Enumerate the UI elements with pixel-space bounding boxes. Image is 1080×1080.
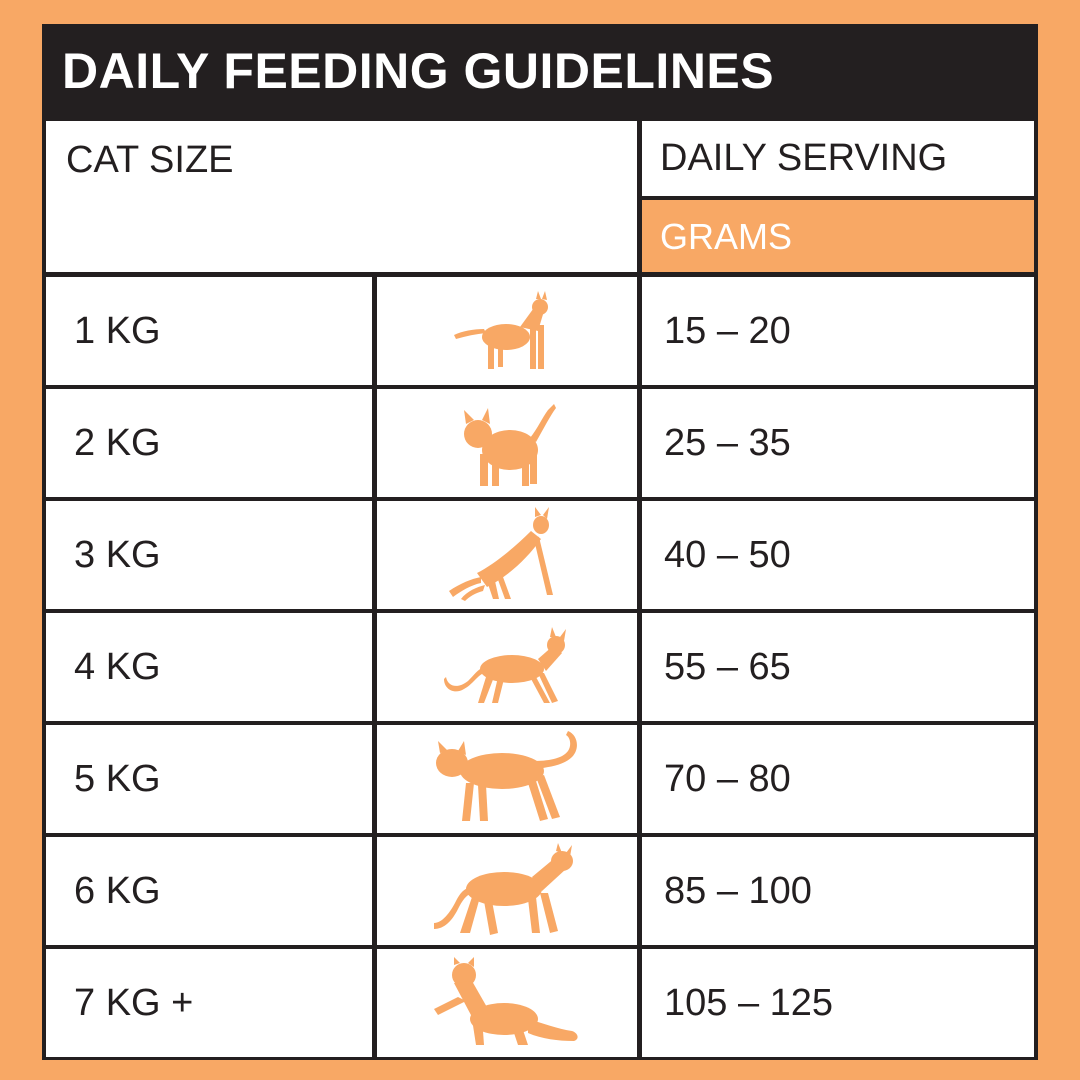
table-title: DAILY FEEDING GUIDELINES [62, 43, 775, 99]
cat-icon-cell [377, 725, 637, 833]
serving-grams-cell: 85 – 100 [642, 837, 1034, 945]
cat-size-cell: 2 KG [46, 389, 372, 497]
cat-icon-cell [377, 949, 637, 1057]
header-unit-grams: GRAMS [642, 200, 1034, 272]
serving-grams-cell: 70 – 80 [642, 725, 1034, 833]
cat-icon-cell [377, 613, 637, 721]
cat-size-cell: 1 KG [46, 277, 372, 385]
cat-size-cell: 7 KG + [46, 949, 372, 1057]
cat-size-cell: 6 KG [46, 837, 372, 945]
cat-standing-tail-up-icon [464, 404, 556, 486]
table-row: 2 KG 25 – 35 [42, 389, 1038, 497]
cat-size-cell: 5 KG [46, 725, 372, 833]
cat-icon-cell [377, 389, 637, 497]
cat-prowling-icon [434, 843, 573, 935]
feeding-guidelines-table: DAILY FEEDING GUIDELINES CAT SIZE DAILY … [42, 24, 1038, 1060]
table-row: 5 KG 70 – 80 [42, 725, 1038, 833]
cat-sitting-icon [454, 291, 548, 369]
cat-walking-icon [444, 627, 566, 703]
table-row: 1 KG 15 – 20 [42, 277, 1038, 385]
serving-grams-cell: 40 – 50 [642, 501, 1034, 609]
table-row: 4 KG 55 – 65 [42, 613, 1038, 721]
header-cat-size: CAT SIZE [46, 121, 637, 272]
table-row: 3 KG 40 – 50 [42, 501, 1038, 609]
cat-stretching-icon [449, 507, 553, 601]
table-row: 7 KG + 105 – 125 [42, 949, 1038, 1057]
cat-size-cell: 4 KG [46, 613, 372, 721]
cat-walking-large-icon [436, 731, 577, 821]
serving-grams-cell: 55 – 65 [642, 613, 1034, 721]
header-daily-serving: DAILY SERVING [642, 121, 1034, 196]
serving-grams-cell: 25 – 35 [642, 389, 1034, 497]
serving-grams-cell: 105 – 125 [642, 949, 1034, 1057]
cat-crouching-icon [434, 957, 578, 1045]
cat-icon-cell [377, 277, 637, 385]
cat-size-cell: 3 KG [46, 501, 372, 609]
cat-icon-cell [377, 837, 637, 945]
cat-icon-cell [377, 501, 637, 609]
serving-grams-cell: 15 – 20 [642, 277, 1034, 385]
table-row: 6 KG 85 – 100 [42, 837, 1038, 945]
